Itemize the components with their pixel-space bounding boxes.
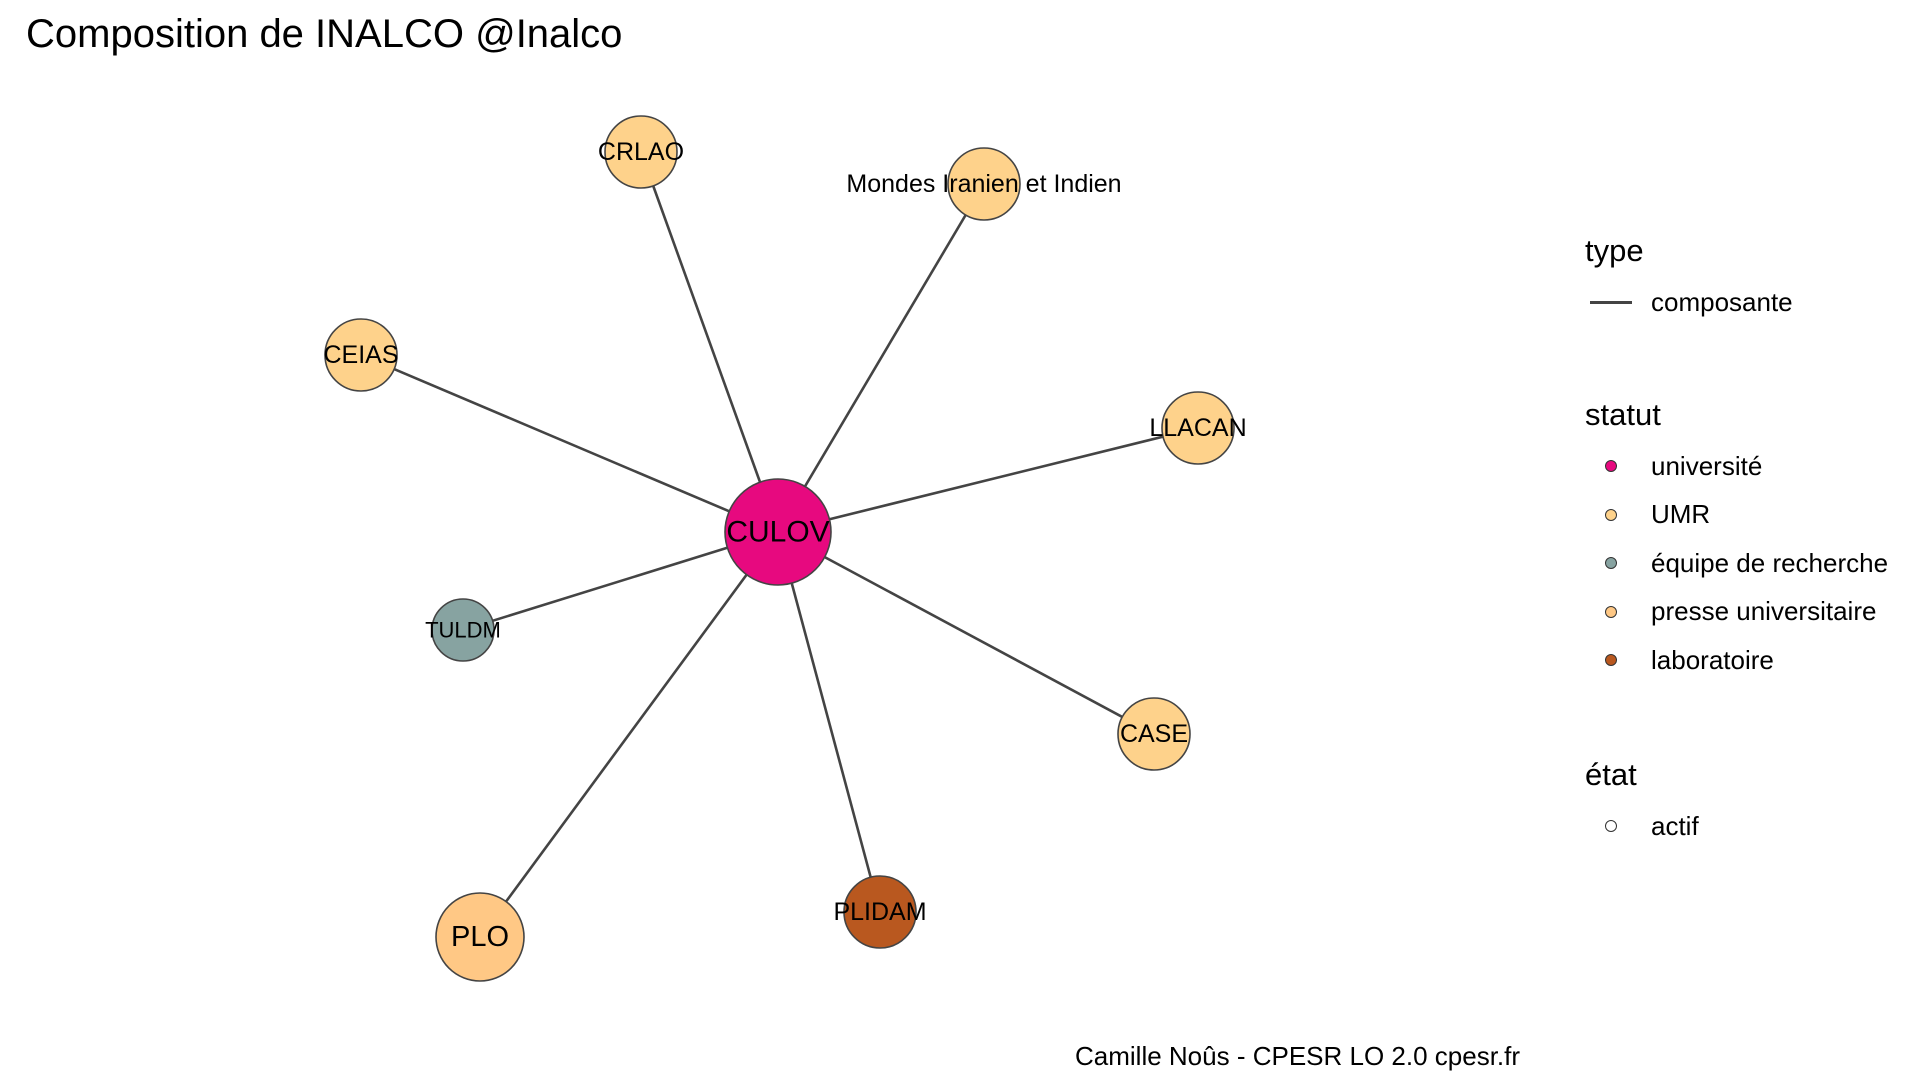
legend-item-composante: composante [1585, 278, 1793, 327]
legend-label: laboratoire [1651, 644, 1774, 675]
legend-label: UMR [1651, 499, 1711, 530]
edges-layer [360, 151, 1199, 938]
legend-label: université [1651, 450, 1763, 481]
node-plo [435, 892, 525, 982]
legend-statut-title: statut [1585, 397, 1661, 432]
node-label-mii: Mondes Iranien et Indien [846, 170, 1121, 198]
legend-label: presse universitaire [1651, 596, 1877, 627]
universite-swatch [1605, 460, 1617, 473]
labels-layer: CULOV CRLAO Mondes Iranien et Indien CEIAS L… [323, 138, 1246, 953]
legend-etat-title: état [1585, 757, 1637, 792]
legend-label: actif [1651, 810, 1699, 841]
node-plidam [843, 875, 917, 949]
node-label-ceias: CEIAS [323, 341, 398, 369]
edge-mii [776, 183, 986, 533]
legend-item-equipe-de-recherche: équipe de recherche [1585, 539, 1888, 588]
node-label-case: CASE [1120, 720, 1188, 748]
node-ceias [324, 318, 398, 392]
node-label-plo: PLO [451, 921, 509, 953]
edge-crlao [639, 151, 780, 533]
node-label-crlao: CRLAO [598, 138, 684, 166]
legend-etat: état actif [1585, 756, 1699, 851]
edge-plo [478, 531, 780, 938]
edge-plidam [776, 531, 882, 913]
legend-statut: statut université UMR équipe de recherch… [1585, 396, 1888, 685]
legend-label: équipe de recherche [1651, 547, 1889, 578]
legend-label: composante [1651, 286, 1793, 317]
actif-swatch [1605, 820, 1617, 833]
nodes-layer [324, 115, 1235, 982]
legend-type: type composante [1585, 232, 1793, 327]
equipe-swatch [1605, 557, 1617, 570]
legend-item-actif: actif [1585, 802, 1699, 851]
caption: Camille Noûs - CPESR LO 2.0 cpesr.fr [1075, 1041, 1521, 1071]
legend-item-universite: université [1585, 442, 1888, 491]
node-label-plidam: PLIDAM [833, 898, 926, 926]
node-crlao [604, 115, 678, 189]
node-case [1117, 697, 1191, 771]
node-llacan [1161, 391, 1235, 465]
node-label-tuldm: TULDM [425, 618, 501, 643]
edge-tuldm [462, 530, 779, 632]
umr-swatch [1605, 508, 1617, 521]
page-title: Composition de INALCO @Inalco [26, 12, 623, 56]
laboratoire-swatch [1605, 654, 1617, 667]
edge-llacan [777, 426, 1199, 534]
node-label-culov: CULOV [726, 516, 829, 549]
node-mii [947, 147, 1021, 221]
node-culov [724, 478, 832, 586]
node-label-llacan: LLACAN [1149, 414, 1246, 442]
legend-line-key [1585, 287, 1637, 317]
presse-swatch [1605, 605, 1617, 618]
legend-item-presse-universitaire: presse universitaire [1585, 588, 1888, 637]
node-tuldm [431, 598, 495, 662]
edge-line-swatch [1590, 301, 1632, 304]
edge-case [777, 530, 1155, 736]
legend-item-laboratoire: laboratoire [1585, 636, 1888, 685]
edge-ceias [360, 353, 779, 534]
legend-item-umr: UMR [1585, 491, 1888, 540]
legend-type-title: type [1585, 233, 1644, 268]
